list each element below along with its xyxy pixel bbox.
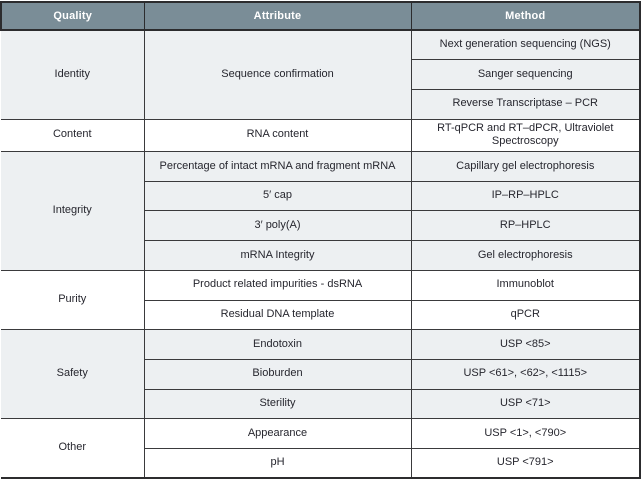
quality-cell: Purity xyxy=(1,269,145,331)
table-row: mRNA Integrity Gel electrophoresis xyxy=(1,240,641,271)
method-cell: RP–HPLC xyxy=(410,210,641,242)
quality-cell: Integrity xyxy=(1,151,145,271)
attribute-cell: Product related impurities - dsRNA xyxy=(143,269,412,301)
table-row: pH USP <791> xyxy=(1,447,641,479)
method-cell: Gel electrophoresis xyxy=(410,240,641,271)
column-header-attribute: Attribute xyxy=(143,1,412,31)
attribute-cell: mRNA Integrity xyxy=(143,240,412,271)
attribute-cell: Endotoxin xyxy=(143,329,412,360)
table-row: Identity Sequence confirmation Next gene… xyxy=(1,29,641,120)
column-header-method: Method xyxy=(410,1,641,31)
table-row: Other Appearance USP <1>, <790> xyxy=(1,418,641,479)
column-header-quality: Quality xyxy=(0,1,145,31)
quality-cell: Other xyxy=(1,418,145,479)
method-cell: Immunoblot xyxy=(410,269,641,301)
table-header: Quality Attribute Method xyxy=(0,1,641,31)
method-cell: Sanger sequencing xyxy=(410,59,641,90)
table-row: Purity Product related impurities - dsRN… xyxy=(1,269,641,331)
attribute-cell: Bioburden xyxy=(143,358,412,390)
table-row: Safety Endotoxin USP <85> xyxy=(1,329,641,420)
method-cell: IP–RP–HPLC xyxy=(410,180,641,212)
table-row: Residual DNA template qPCR xyxy=(1,299,641,331)
method-cell: qPCR xyxy=(410,299,641,331)
method-cell: USP <71> xyxy=(410,388,641,420)
attribute-cell: 5′ cap xyxy=(143,180,412,212)
table-row: Sanger sequencing xyxy=(1,59,641,90)
attribute-cell: Residual DNA template xyxy=(143,299,412,331)
quality-cell: Content xyxy=(1,118,145,153)
attribute-cell: 3′ poly(A) xyxy=(143,210,412,242)
table-row: Content RNA content RT-qPCR and RT–dPCR,… xyxy=(1,118,641,153)
attribute-cell: Sequence confirmation xyxy=(143,29,412,120)
method-cell: Capillary gel electrophoresis xyxy=(410,151,641,182)
method-cell: USP <61>, <62>, <1115> xyxy=(410,358,641,390)
method-cell: Next generation sequencing (NGS) xyxy=(410,29,641,61)
quality-cell: Safety xyxy=(1,329,145,420)
attribute-cell: RNA content xyxy=(143,118,412,153)
attribute-cell: pH xyxy=(143,447,412,479)
table-row: 5′ cap IP–RP–HPLC xyxy=(1,180,641,212)
header-row: Quality Attribute Method xyxy=(0,1,641,31)
quality-cell: Identity xyxy=(1,29,145,120)
table-body: Identity Sequence confirmation Next gene… xyxy=(1,29,641,479)
attribute-cell: Percentage of intact mRNA and fragment m… xyxy=(143,151,412,182)
attribute-cell: Appearance xyxy=(143,418,412,449)
table-row: Sterility USP <71> xyxy=(1,388,641,420)
method-cell: USP <85> xyxy=(410,329,641,360)
method-cell: USP <1>, <790> xyxy=(410,418,641,449)
method-cell: Reverse Transcriptase – PCR xyxy=(410,88,641,120)
attribute-cell: Sterility xyxy=(143,388,412,420)
table-row: Bioburden USP <61>, <62>, <1115> xyxy=(1,358,641,390)
table-row: Reverse Transcriptase – PCR xyxy=(1,88,641,120)
table-row: 3′ poly(A) RP–HPLC xyxy=(1,210,641,242)
method-cell: RT-qPCR and RT–dPCR, Ultraviolet Spectro… xyxy=(410,118,641,153)
table-row: Integrity Percentage of intact mRNA and … xyxy=(1,151,641,271)
method-cell: USP <791> xyxy=(410,447,641,479)
